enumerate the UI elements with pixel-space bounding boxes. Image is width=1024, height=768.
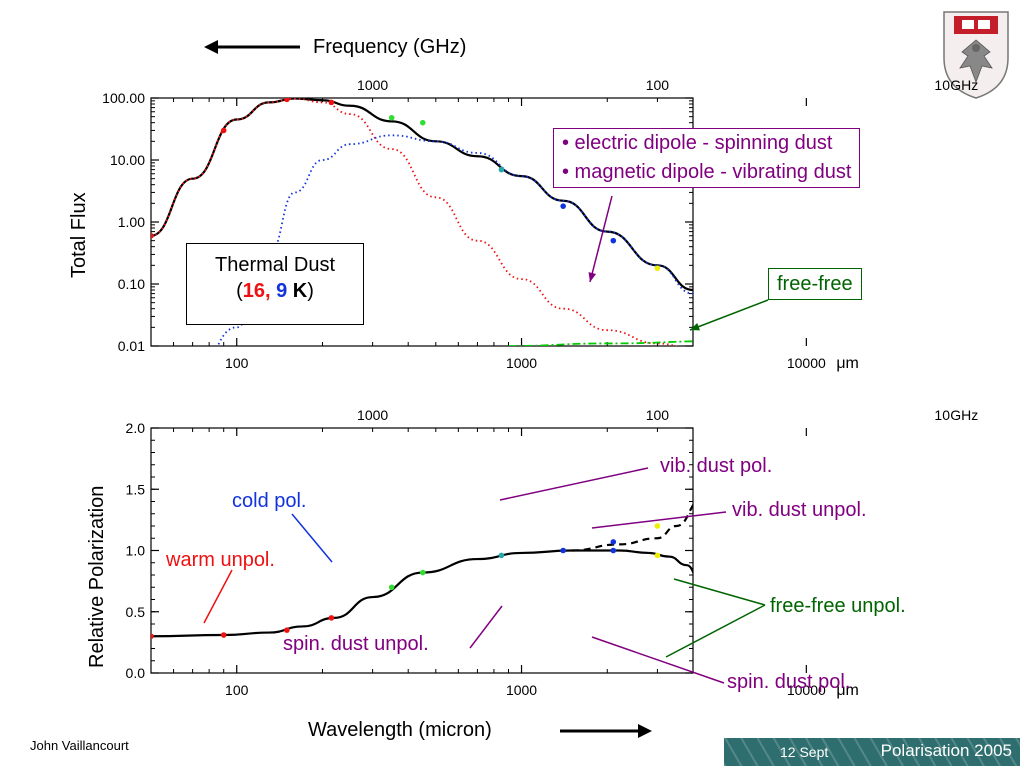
cold-pol-pointer [291, 513, 333, 563]
vib-pol-pointer [499, 467, 649, 501]
bottom-chart-data-point [654, 552, 661, 559]
bottom-chart-y-tick-label: 2.0 [126, 420, 146, 436]
warm-unpol-label: warm unpol. [166, 549, 275, 571]
bottom-chart-series-black-solid [151, 549, 693, 638]
wavelength-arrow-right [560, 724, 652, 738]
bottom-chart-x-tick-label: 1000 [506, 682, 537, 698]
thermal-dust-temps: (16, 9 K) [236, 280, 314, 302]
bottom-chart-data-point [713, 483, 719, 489]
bottom-chart-x-tick-label: 100 [225, 682, 249, 698]
cold-pol-label: cold pol. [232, 490, 307, 512]
top-chart-top-tick-label: 10 [934, 77, 950, 93]
ff-unpol-pointer-1 [673, 578, 766, 606]
annotation-magnetic-dipole: • magnetic dipole - vibrating dust [562, 161, 852, 183]
bottom-chart-data-point [610, 547, 617, 554]
bottom-chart-data-point [804, 654, 810, 660]
bottom-chart-top-tick-label: 100 [646, 407, 670, 423]
free-free-annotation: free-free [768, 268, 862, 300]
bottom-chart-data-point [560, 547, 566, 554]
top-chart-data-point [560, 203, 566, 209]
spin-pol-pointer [591, 636, 725, 684]
thermal-dust-title: Thermal Dust [214, 254, 336, 276]
bottom-chart-data-point [696, 495, 702, 501]
bottom-chart-data-point [776, 456, 782, 462]
warm-unpol-pointer [203, 569, 233, 624]
top-chart-x-unit: μm [836, 355, 859, 372]
top-chart-x-tick-label: 1000 [506, 355, 537, 371]
top-chart-top-tick-label: 100 [646, 77, 670, 93]
author-name: John Vaillancourt [30, 738, 129, 753]
wavelength-label: Wavelength (micron) [308, 719, 492, 741]
university-seal-logo [943, 11, 1009, 99]
bottom-chart-x-tick-label: 10000 [787, 682, 826, 698]
spin-unpol-pointer [469, 605, 503, 649]
top-chart-y-tick-label: 1.00 [118, 214, 145, 230]
top-chart-data-point [610, 237, 617, 244]
bottom-chart-data-point [419, 569, 426, 576]
spin-dust-pol-label: spin. dust pol. [727, 671, 851, 693]
bottom-chart-data-point [498, 552, 505, 559]
ff-unpol-pointer-2 [665, 604, 766, 658]
warm-temperature: 16, [242, 280, 271, 302]
temperature-unit: K [292, 280, 308, 302]
top-chart-data-point [328, 99, 335, 106]
bottom-chart-data-point [713, 605, 719, 611]
annotation-electric-dipole: • electric dipole - spinning dust [562, 132, 833, 154]
bottom-chart-data-point [654, 523, 661, 529]
spin-annotation-pointer-head [588, 272, 597, 282]
top-chart-data-point [284, 98, 290, 103]
top-chart-y-tick-label: 100.00 [102, 90, 145, 106]
bottom-chart-x-unit: μm [836, 682, 859, 699]
bottom-chart-data-point [328, 615, 335, 621]
spin-dust-unpol-label: spin. dust unpol. [283, 633, 429, 655]
top-chart-data-point [498, 166, 505, 173]
bottom-chart-top-tick-label: 1000 [357, 407, 388, 423]
vib-dust-pol-label: vib. dust pol. [660, 455, 773, 477]
spin-annotation-pointer [589, 195, 613, 283]
frequency-label: Frequency (GHz) [313, 36, 467, 58]
top-chart-data-point [220, 127, 227, 134]
top-chart-x-tick-label: 100 [225, 355, 249, 371]
footer-event: Polarisation 2005 [880, 741, 1012, 760]
bottom-chart-y-tick-label: 1.0 [126, 543, 146, 559]
bottom-chart-y-tick-label: 0.0 [126, 665, 146, 681]
top-chart-data-point [654, 265, 661, 271]
bottom-chart-data-point [284, 627, 290, 633]
bottom-chart-series-black-dashed [571, 503, 693, 552]
top-chart-y-tick-label: 0.10 [118, 276, 145, 292]
thermal-dust-legend: Thermal Dust (16, 9 K) [186, 243, 364, 325]
top-chart-top-unit: GHz [950, 77, 978, 93]
top-chart-data-point [151, 232, 154, 239]
bottom-chart-top-tick-label: 10 [934, 407, 950, 423]
cold-temperature: 9 [276, 280, 288, 302]
bottom-chart-data-point [836, 630, 842, 636]
top-chart-x-tick-label: 10000 [787, 355, 826, 371]
bottom-chart-data-point [759, 658, 765, 664]
free-free-unpol-label: free-free unpol. [770, 595, 906, 617]
bottom-chart-y-tick-label: 0.5 [126, 604, 146, 620]
frequency-arrow-left [204, 40, 300, 54]
bottom-chart-data-point [220, 632, 227, 638]
top-chart-data-point [388, 114, 395, 121]
bottom-chart-top-unit: GHz [950, 407, 978, 423]
top-chart-y-tick-label: 10.00 [110, 152, 145, 168]
free-free-pointer [689, 299, 769, 331]
free-free-pointer-head [690, 323, 700, 331]
bottom-chart-data-point [388, 584, 395, 591]
bottom-chart-y-tick-label: 1.5 [126, 481, 146, 497]
bottom-chart-data-point [797, 460, 803, 466]
top-chart-y-tick-label: 0.01 [118, 338, 145, 354]
spinning-dust-annotation: • electric dipole - spinning dust • magn… [553, 128, 861, 188]
vib-dust-unpol-label: vib. dust unpol. [732, 499, 867, 521]
footer-bar: 12 Sept Polarisation 2005 [724, 738, 1020, 766]
bottom-chart-data-point [151, 633, 154, 640]
top-chart-data-point [419, 119, 426, 126]
top-chart-top-tick-label: 1000 [357, 77, 388, 93]
footer-date: 12 Sept [780, 744, 829, 760]
vib-unpol-pointer [591, 511, 727, 529]
bottom-chart-data-point [610, 539, 617, 545]
